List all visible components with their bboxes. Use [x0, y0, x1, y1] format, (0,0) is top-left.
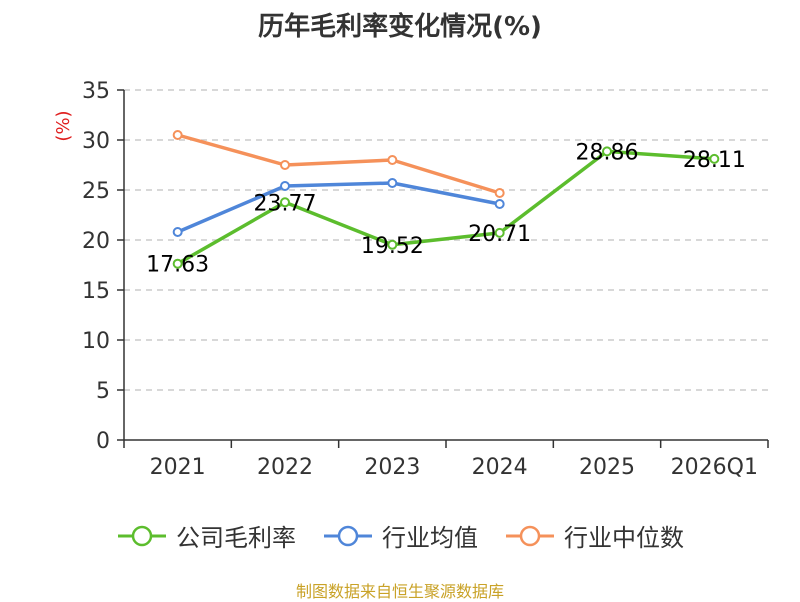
y-tick-label: 5	[96, 379, 110, 404]
data-point	[494, 199, 505, 209]
legend-item-2[interactable]: 行业均值	[322, 518, 478, 553]
data-point	[172, 258, 183, 269]
series-line-1	[176, 149, 715, 266]
data-label: 20.71	[468, 222, 531, 247]
y-tick-label: 15	[82, 279, 110, 304]
x-tick-label: 2026Q1	[671, 455, 758, 480]
data-point	[172, 130, 183, 140]
data-point	[387, 155, 398, 165]
y-tick-label: 0	[96, 429, 110, 454]
y-tick-label: 25	[82, 179, 110, 204]
data-point	[387, 239, 398, 250]
data-label: 17.63	[146, 253, 209, 278]
x-tick-label: 2025	[579, 455, 635, 480]
x-tick-label: 2022	[257, 455, 313, 480]
legend-label: 行业均值	[382, 524, 478, 552]
x-tick-label: 2024	[472, 455, 528, 480]
source-footer: 制图数据来自恒生聚源数据库	[295, 582, 504, 601]
x-tick-label: 2021	[150, 455, 206, 480]
y-tick-label: 35	[82, 79, 110, 104]
y-axis-label: (%)	[53, 110, 74, 141]
legend-item-3[interactable]: 行业中位数	[504, 518, 684, 553]
data-label: 23.77	[254, 191, 317, 216]
data-label: 19.52	[361, 234, 424, 259]
data-point	[387, 178, 398, 188]
data-point	[172, 227, 183, 237]
legend-label: 行业中位数	[564, 524, 684, 552]
legend-marker-icon	[324, 525, 372, 546]
y-tick-label: 10	[82, 329, 110, 354]
series-line-3	[177, 133, 501, 195]
data-label: 28.86	[576, 140, 639, 165]
data-point	[494, 227, 505, 238]
legend-marker-icon	[506, 525, 554, 546]
y-tick-label: 30	[82, 129, 110, 154]
data-label: 28.11	[683, 148, 746, 173]
x-tick-label: 2023	[364, 455, 420, 480]
series-line-2	[176, 181, 501, 234]
data-point	[602, 146, 612, 157]
data-point	[280, 181, 290, 191]
legend-label: 公司毛利率	[176, 524, 296, 552]
data-point	[280, 160, 290, 170]
data-point	[494, 188, 505, 198]
y-tick-label: 20	[82, 229, 110, 254]
data-point	[280, 197, 290, 208]
legend-item-1[interactable]: 公司毛利率	[116, 518, 296, 553]
legend: 公司毛利率 行业均值 行业中位数	[0, 518, 800, 553]
data-point	[709, 153, 720, 164]
legend-marker-icon	[118, 525, 166, 546]
chart-title: 历年毛利率变化情况(%)	[258, 12, 542, 42]
